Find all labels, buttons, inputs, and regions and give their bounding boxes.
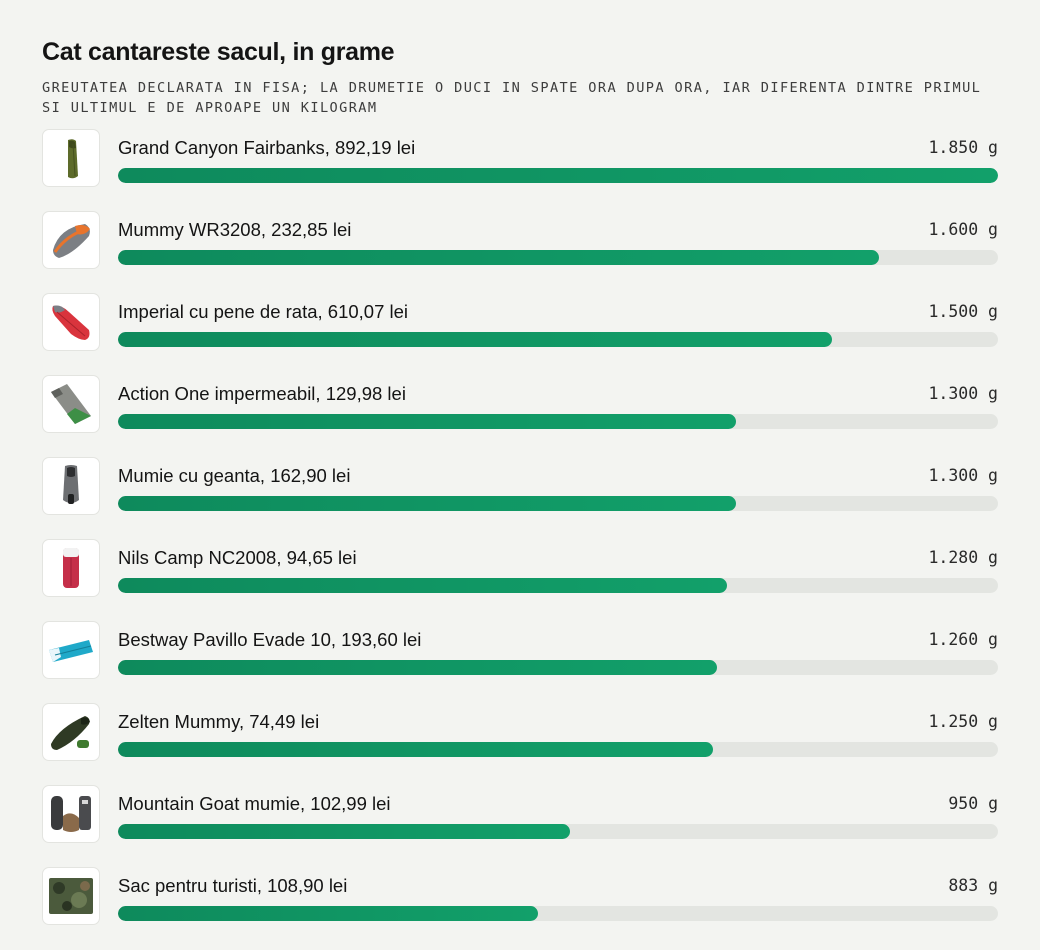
bar-track	[118, 496, 998, 511]
orange-grey-mummy-bag-icon	[42, 211, 100, 269]
bar-value-label: 1.300 g	[928, 466, 998, 485]
bar-label: Mountain Goat mumie, 102,99 lei	[118, 793, 391, 814]
bar-value-label: 950 g	[948, 794, 998, 813]
green-grey-rectangular-bag-icon-graphic	[51, 384, 91, 424]
bar-value-label: 883 g	[948, 876, 998, 895]
bar-row: Nils Camp NC2008, 94,65 lei 1.280 g	[42, 539, 998, 621]
bar	[118, 250, 880, 265]
blue-flat-bag-icon	[42, 621, 100, 679]
bar-label: Mumie cu geanta, 162,90 lei	[118, 465, 351, 486]
bar-value-label: 1.850 g	[928, 138, 998, 157]
bar	[118, 578, 727, 593]
camo-bag-icon-graphic	[49, 878, 93, 914]
red-mummy-bag-icon	[42, 293, 100, 351]
bar-track	[118, 578, 998, 593]
bar-row: Grand Canyon Fairbanks, 892,19 lei 1.850 …	[42, 129, 998, 211]
chart-subtitle: GREUTATEA DECLARATA IN FISA; LA DRUMETIE…	[42, 80, 982, 116]
bar-row: Bestway Pavillo Evade 10, 193,60 lei 1.26…	[42, 621, 998, 703]
red-rectangular-bag-icon-graphic	[63, 548, 79, 588]
bar-label: Mummy WR3208, 232,85 lei	[118, 219, 352, 240]
bar-row: Mountain Goat mumie, 102,99 lei 950 g	[42, 785, 998, 867]
grey-mummy-bag-with-pouch-icon	[42, 457, 100, 515]
bar	[118, 906, 539, 921]
bar-track	[118, 250, 998, 265]
green-grey-rectangular-bag-icon	[42, 375, 100, 433]
bar	[118, 660, 718, 675]
bar-value-label: 1.260 g	[928, 630, 998, 649]
bar-row: Action One impermeabil, 129,98 lei 1.300 …	[42, 375, 998, 457]
olive-mummy-bag-icon	[42, 129, 100, 187]
bar-row: Imperial cu pene de rata, 610,07 lei 1.50…	[42, 293, 998, 375]
grey-mummy-bag-with-pouch-icon-graphic	[63, 465, 79, 504]
olive-mummy-bag-icon-graphic	[68, 139, 78, 179]
bar	[118, 496, 737, 511]
grey-mummy-bag-set-icon-graphic	[51, 796, 91, 832]
bar-label: Action One impermeabil, 129,98 lei	[118, 383, 406, 404]
bar-track	[118, 906, 998, 921]
bar	[118, 414, 737, 429]
bar-track	[118, 824, 998, 839]
chart-title: Cat cantareste sacul, in grame	[42, 38, 395, 66]
bar	[118, 742, 713, 757]
orange-grey-mummy-bag-icon-graphic	[53, 224, 90, 258]
red-rectangular-bag-icon	[42, 539, 100, 597]
bar-label: Nils Camp NC2008, 94,65 lei	[118, 547, 357, 568]
bar-label: Imperial cu pene de rata, 610,07 lei	[118, 301, 409, 322]
blue-flat-bag-icon-graphic	[49, 640, 93, 662]
bar-row: Zelten Mummy, 74,49 lei 1.250 g	[42, 703, 998, 785]
bar	[118, 332, 832, 347]
bar-row: Sac pentru turisti, 108,90 lei 883 g	[42, 867, 998, 949]
bar-label: Bestway Pavillo Evade 10, 193,60 lei	[118, 629, 422, 650]
bar-value-label: 1.250 g	[928, 712, 998, 731]
bar-track	[118, 414, 998, 429]
grey-mummy-bag-set-icon	[42, 785, 100, 843]
bar-value-label: 1.600 g	[928, 220, 998, 239]
bar-track	[118, 168, 998, 183]
bar-track	[118, 742, 998, 757]
bar-list: Grand Canyon Fairbanks, 892,19 lei 1.850 …	[42, 129, 998, 949]
bar	[118, 824, 570, 839]
camo-bag-icon	[42, 867, 100, 925]
bar-label: Grand Canyon Fairbanks, 892,19 lei	[118, 137, 416, 158]
dark-green-mummy-bag-icon-graphic	[51, 716, 90, 750]
dark-green-mummy-bag-icon	[42, 703, 100, 761]
bar-track	[118, 660, 998, 675]
bar-row: Mummy WR3208, 232,85 lei 1.600 g	[42, 211, 998, 293]
bar-label: Zelten Mummy, 74,49 lei	[118, 711, 320, 732]
red-mummy-bag-icon-graphic	[52, 305, 90, 340]
bar-label: Sac pentru turisti, 108,90 lei	[118, 875, 348, 896]
bar-value-label: 1.500 g	[928, 302, 998, 321]
bar-row: Mumie cu geanta, 162,90 lei 1.300 g	[42, 457, 998, 539]
bar-value-label: 1.300 g	[928, 384, 998, 403]
bar-value-label: 1.280 g	[928, 548, 998, 567]
bar-track	[118, 332, 998, 347]
bar	[118, 168, 998, 183]
